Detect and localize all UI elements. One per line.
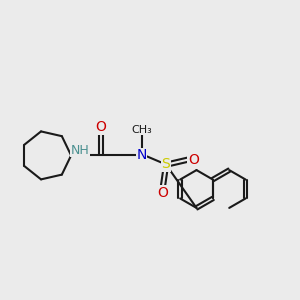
Text: O: O	[95, 120, 106, 134]
Text: NH: NH	[71, 143, 89, 157]
Text: O: O	[158, 186, 168, 200]
Text: O: O	[188, 153, 199, 166]
Text: S: S	[161, 158, 170, 171]
Text: N: N	[136, 148, 147, 162]
Text: CH₃: CH₃	[131, 124, 152, 135]
